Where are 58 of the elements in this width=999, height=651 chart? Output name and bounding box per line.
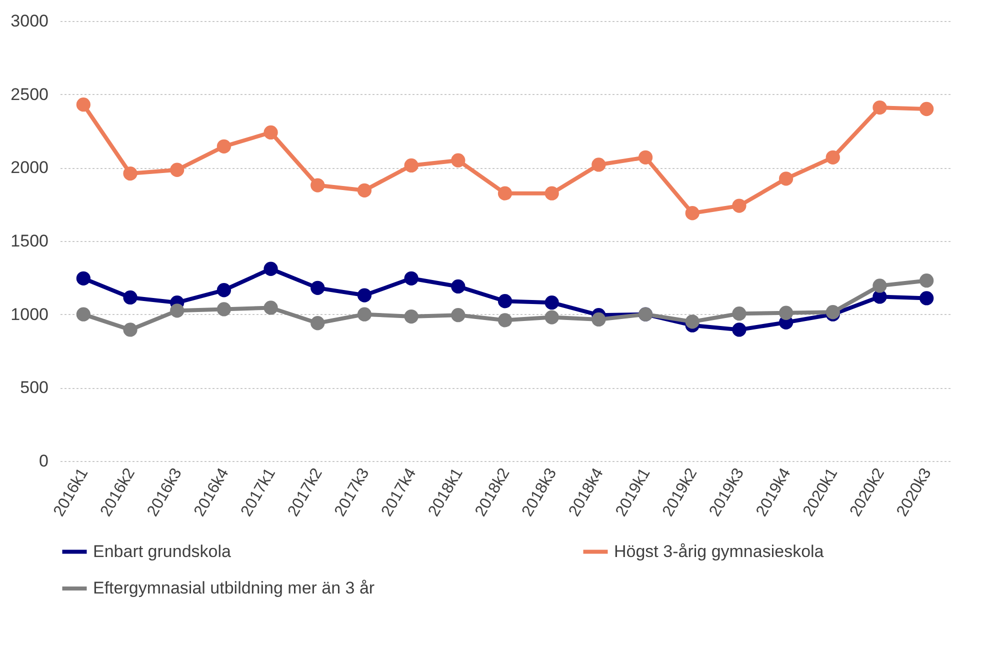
point [872,100,887,115]
legend-label: Högst 3-årig gymnasieskola [614,542,824,561]
point [498,186,512,200]
point [123,290,138,305]
point [732,198,746,213]
point [357,288,372,302]
y-tick-label: 2500 [10,84,48,104]
point [76,98,90,112]
point [76,307,90,322]
point [778,172,794,186]
point [498,294,512,308]
y-tick-label: 2000 [10,158,48,178]
point [170,304,184,318]
point [310,178,325,192]
point [357,307,372,322]
point [123,166,138,181]
point [544,296,559,310]
point [592,158,606,172]
point [404,158,418,173]
point [451,279,466,294]
point [920,291,934,306]
point [498,313,512,328]
point [310,280,325,295]
point [216,283,232,298]
y-tick-label: 1500 [10,232,48,250]
point [544,186,559,200]
point [592,312,606,327]
point [638,150,653,164]
y-tick-label: 1000 [10,304,48,324]
point [76,271,90,286]
point [264,300,278,315]
point [685,206,700,220]
point [404,309,418,324]
point [920,102,934,116]
point [544,310,559,324]
point [732,322,746,337]
point [123,322,138,337]
point [826,150,840,164]
point [264,125,278,140]
point [216,139,232,154]
legend-label: Enbart grundskola [93,542,232,561]
point [216,302,232,316]
y-tick-label: 500 [20,378,48,398]
point [170,162,184,177]
point [357,183,372,198]
point [778,306,794,320]
point [872,278,887,293]
point [310,316,325,330]
point [404,271,418,286]
legend-label: Eftergymnasial utbildning mer än 3 år [93,578,375,598]
point [451,153,466,168]
point [732,306,746,321]
y-tick-label: 3000 [10,12,48,30]
point [920,274,934,288]
point [451,308,466,322]
point [685,314,700,329]
point [264,262,278,276]
y-tick-label: 0 [39,452,48,470]
